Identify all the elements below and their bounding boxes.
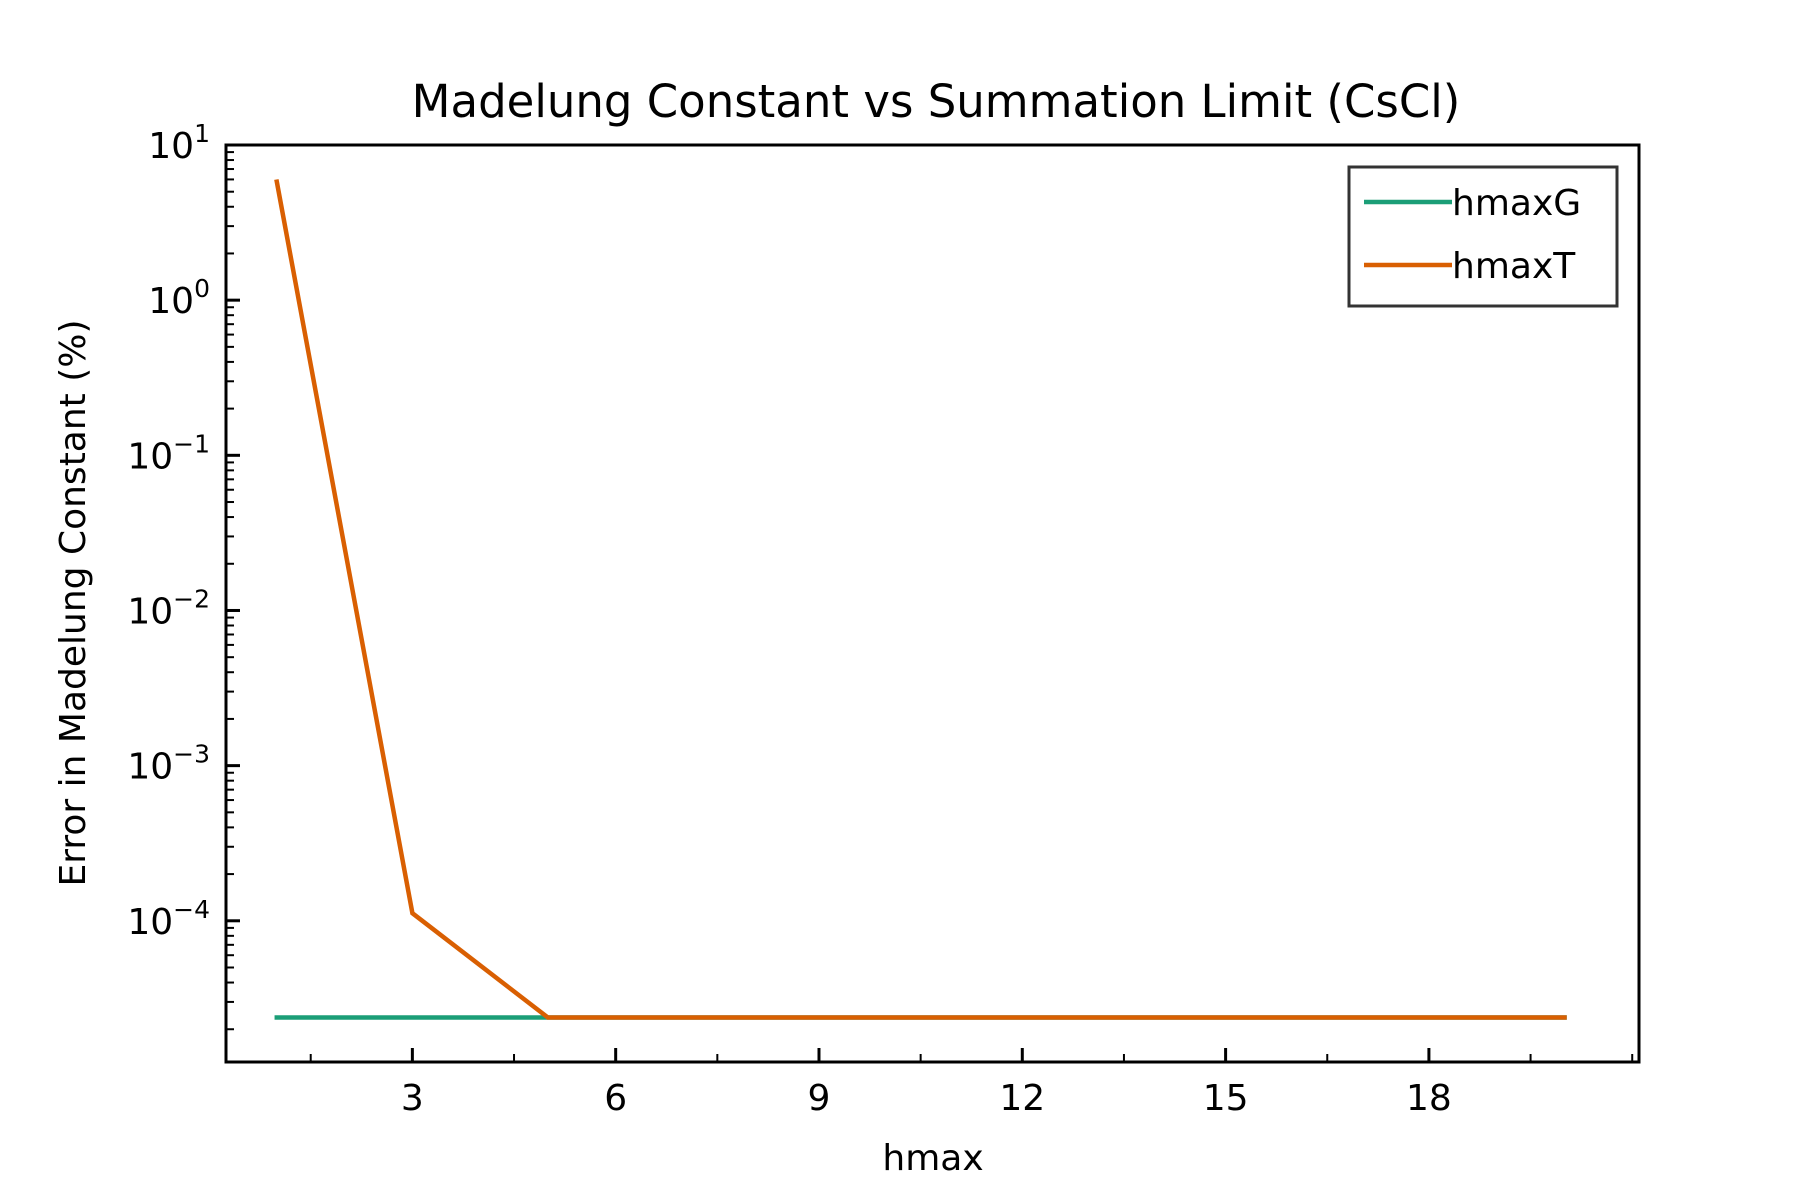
y-axis-label: Error in Madelung Constant (%) — [53, 319, 94, 886]
y-tick-label: 10−4 — [127, 895, 210, 943]
series-layer — [274, 179, 1567, 1020]
legend-box — [1347, 165, 1619, 308]
x-tick-label: 18 — [1406, 1078, 1452, 1119]
x-tick-label: 12 — [999, 1078, 1045, 1119]
x-tick-label: 15 — [1203, 1078, 1249, 1119]
series-line-hmaxT — [274, 179, 1567, 1020]
y-tick-label: 100 — [148, 274, 210, 322]
plot-frame — [224, 143, 1641, 1064]
y-tick-label: 10−3 — [127, 740, 210, 788]
ticks-layer: 3 6 9 12 15 18 101 100 10−1 10−2 10−3 10−4 — [127, 119, 1634, 1119]
legend-label-hmaxT: hmaxT — [1452, 246, 1576, 287]
chart-title: Madelung Constant vs Summation Limit (Cs… — [412, 75, 1461, 128]
legend: hmaxG hmaxT — [1347, 165, 1619, 308]
y-tick-label: 10−2 — [127, 584, 210, 632]
x-tick-label: 3 — [401, 1078, 424, 1119]
x-axis-label: hmax — [882, 1138, 983, 1179]
y-tick-label: 10−1 — [127, 429, 210, 477]
legend-label-hmaxG: hmaxG — [1452, 183, 1581, 224]
x-tick-label: 6 — [604, 1078, 627, 1119]
y-tick-label: 101 — [148, 119, 210, 167]
x-tick-label: 9 — [808, 1078, 831, 1119]
